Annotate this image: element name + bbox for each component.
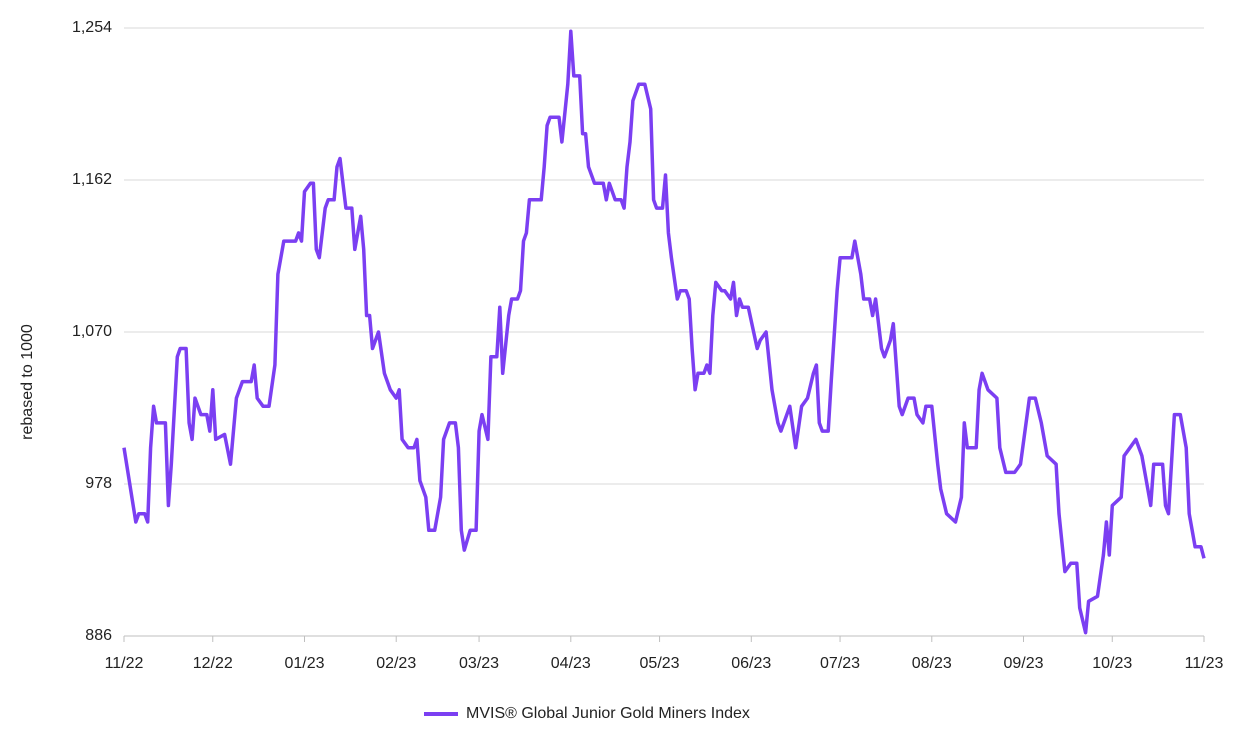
x-tick-label: 04/23 (551, 655, 591, 672)
y-tick-label: 886 (85, 627, 112, 644)
x-tick-label: 10/23 (1092, 655, 1132, 672)
data-line (122, 29, 1206, 635)
y-tick-label: 978 (85, 475, 112, 492)
x-tick-label: 08/23 (912, 655, 952, 672)
x-tick-label: 11/23 (1185, 655, 1224, 672)
y-tick-label: 1,070 (72, 323, 112, 340)
y-tick-label: 1,254 (72, 19, 112, 36)
x-tick-label: 05/23 (640, 655, 680, 672)
x-tick-label: 09/23 (1003, 655, 1043, 672)
x-tick-label: 02/23 (376, 655, 416, 672)
x-tick-label: 11/22 (105, 655, 144, 672)
x-tick-label: 07/23 (820, 655, 860, 672)
x-tick-label: 01/23 (284, 655, 324, 672)
x-tick-label: 06/23 (731, 655, 771, 672)
y-axis-label: rebased to 1000 (19, 324, 36, 440)
y-tick-label: 1,162 (72, 171, 112, 188)
x-tick-label: 12/22 (193, 655, 233, 672)
x-tick-label: 03/23 (459, 655, 499, 672)
legend-label: MVIS® Global Junior Gold Miners Index (466, 705, 750, 722)
